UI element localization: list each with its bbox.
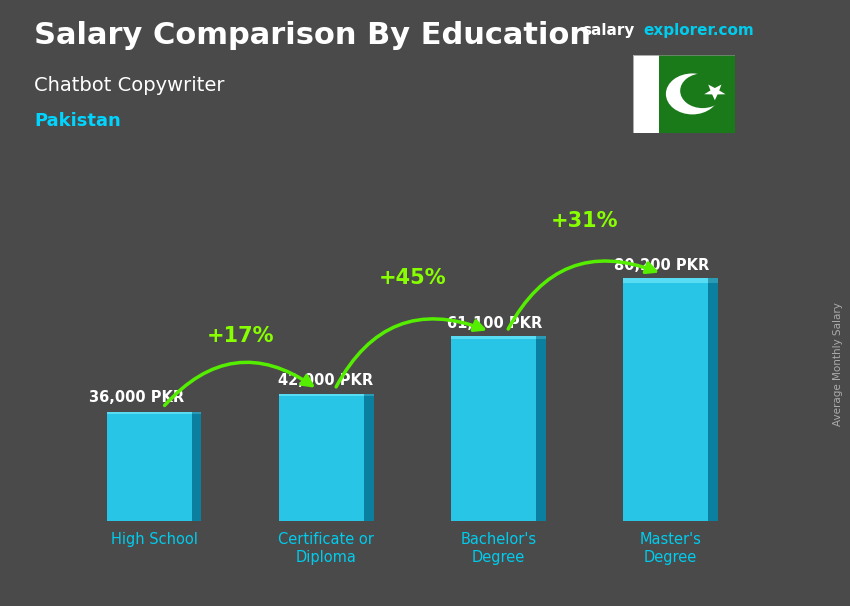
Bar: [279, 394, 364, 396]
Bar: [192, 412, 201, 414]
Bar: [279, 394, 364, 521]
Bar: [107, 412, 192, 414]
Bar: [451, 336, 536, 521]
Text: +31%: +31%: [551, 210, 618, 231]
Bar: [536, 336, 546, 521]
Circle shape: [666, 73, 719, 115]
Text: Average Monthly Salary: Average Monthly Salary: [833, 302, 843, 425]
Bar: [659, 55, 735, 133]
Text: salary: salary: [582, 23, 635, 38]
Polygon shape: [704, 85, 726, 100]
Text: +45%: +45%: [378, 268, 446, 288]
Text: Pakistan: Pakistan: [34, 112, 121, 130]
Bar: [708, 278, 717, 521]
Text: 61,100 PKR: 61,100 PKR: [446, 316, 542, 331]
Bar: [107, 412, 192, 521]
Bar: [536, 336, 546, 339]
Text: 42,000 PKR: 42,000 PKR: [278, 373, 373, 388]
Text: 80,200 PKR: 80,200 PKR: [615, 258, 710, 273]
Bar: [451, 336, 536, 339]
Text: Chatbot Copywriter: Chatbot Copywriter: [34, 76, 224, 95]
Text: Salary Comparison By Education: Salary Comparison By Education: [34, 21, 591, 50]
Text: 36,000 PKR: 36,000 PKR: [88, 390, 184, 405]
Bar: [623, 278, 708, 521]
Bar: [708, 278, 717, 282]
Bar: [633, 55, 659, 133]
Bar: [364, 394, 373, 396]
Circle shape: [680, 73, 725, 108]
Text: explorer.com: explorer.com: [643, 23, 754, 38]
Bar: [192, 412, 201, 521]
Bar: [623, 278, 708, 282]
Bar: [364, 394, 373, 521]
Text: +17%: +17%: [207, 326, 274, 347]
